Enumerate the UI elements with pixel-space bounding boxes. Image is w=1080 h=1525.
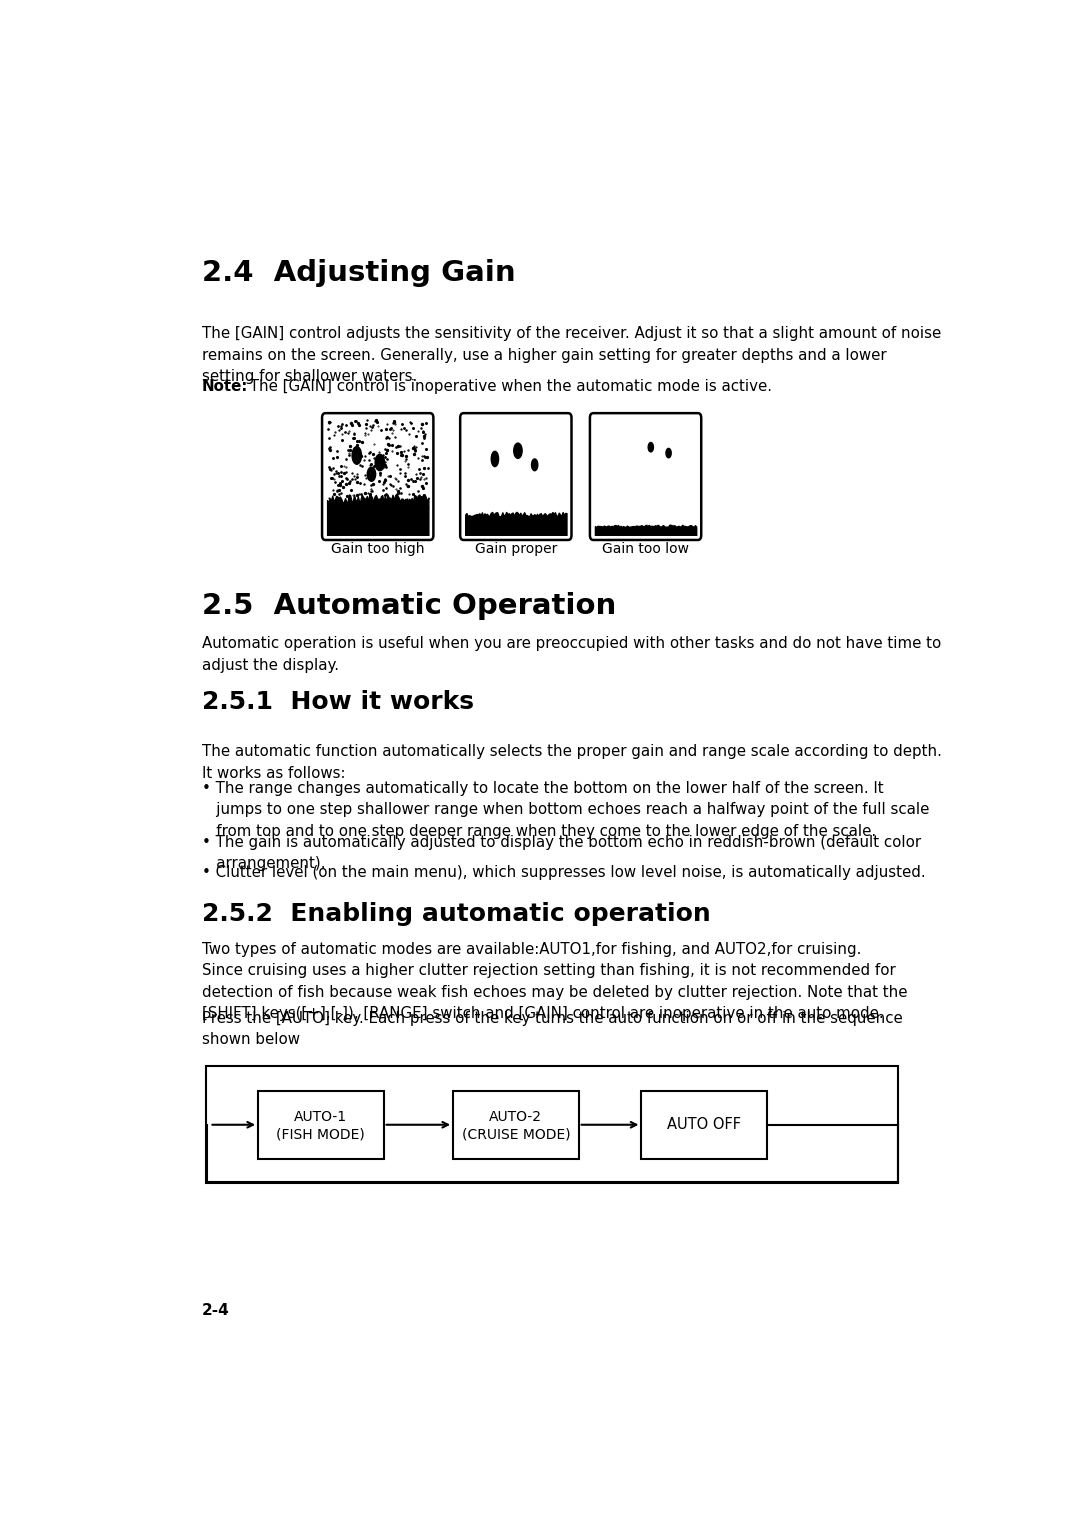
Ellipse shape <box>514 444 522 459</box>
Text: 2.5.2  Enabling automatic operation: 2.5.2 Enabling automatic operation <box>202 901 711 926</box>
Text: 2.5  Automatic Operation: 2.5 Automatic Operation <box>202 592 617 619</box>
Text: 2.5.1  How it works: 2.5.1 How it works <box>202 691 474 714</box>
Text: Press the [AUTO] key. Each press of the key turns the auto function on or off in: Press the [AUTO] key. Each press of the … <box>202 1011 903 1048</box>
Text: The automatic function automatically selects the proper gain and range scale acc: The automatic function automatically sel… <box>202 744 942 781</box>
Text: Note:: Note: <box>202 380 248 393</box>
FancyBboxPatch shape <box>590 413 701 540</box>
Text: (FISH MODE): (FISH MODE) <box>276 1128 365 1142</box>
Ellipse shape <box>375 454 384 471</box>
Ellipse shape <box>666 448 671 458</box>
Text: • The range changes automatically to locate the bottom on the lower half of the : • The range changes automatically to loc… <box>202 781 929 839</box>
Bar <box>258 1090 383 1159</box>
Text: Gain too low: Gain too low <box>602 543 689 557</box>
Text: AUTO OFF: AUTO OFF <box>667 1118 741 1132</box>
Text: AUTO-2: AUTO-2 <box>489 1110 542 1124</box>
Text: Automatic operation is useful when you are preoccupied with other tasks and do n: Automatic operation is useful when you a… <box>202 636 941 673</box>
Text: Gain proper: Gain proper <box>474 543 557 557</box>
Ellipse shape <box>491 451 499 467</box>
Ellipse shape <box>648 442 653 451</box>
Text: 2-4: 2-4 <box>202 1304 230 1319</box>
Text: • The gain is automatically adjusted to display the bottom echo in reddish-brown: • The gain is automatically adjusted to … <box>202 834 921 871</box>
Text: The [GAIN] control adjusts the sensitivity of the receiver. Adjust it so that a : The [GAIN] control adjusts the sensitivi… <box>202 326 941 384</box>
Text: • Clutter level (on the main menu), which suppresses low level noise, is automat: • Clutter level (on the main menu), whic… <box>202 865 926 880</box>
Bar <box>642 1090 767 1159</box>
Text: Two types of automatic modes are available:AUTO1,for fishing, and AUTO2,for crui: Two types of automatic modes are availab… <box>202 941 907 1022</box>
Bar <box>206 1066 899 1183</box>
Ellipse shape <box>367 467 376 482</box>
Ellipse shape <box>352 447 362 464</box>
Text: The [GAIN] control is inoperative when the automatic mode is active.: The [GAIN] control is inoperative when t… <box>245 380 772 393</box>
FancyBboxPatch shape <box>460 413 571 540</box>
Text: Gain too high: Gain too high <box>330 543 424 557</box>
FancyBboxPatch shape <box>322 413 433 540</box>
Ellipse shape <box>531 459 538 471</box>
Text: AUTO-1: AUTO-1 <box>294 1110 348 1124</box>
Text: (CRUISE MODE): (CRUISE MODE) <box>461 1128 570 1142</box>
Text: 2.4  Adjusting Gain: 2.4 Adjusting Gain <box>202 259 515 287</box>
Bar <box>454 1090 579 1159</box>
